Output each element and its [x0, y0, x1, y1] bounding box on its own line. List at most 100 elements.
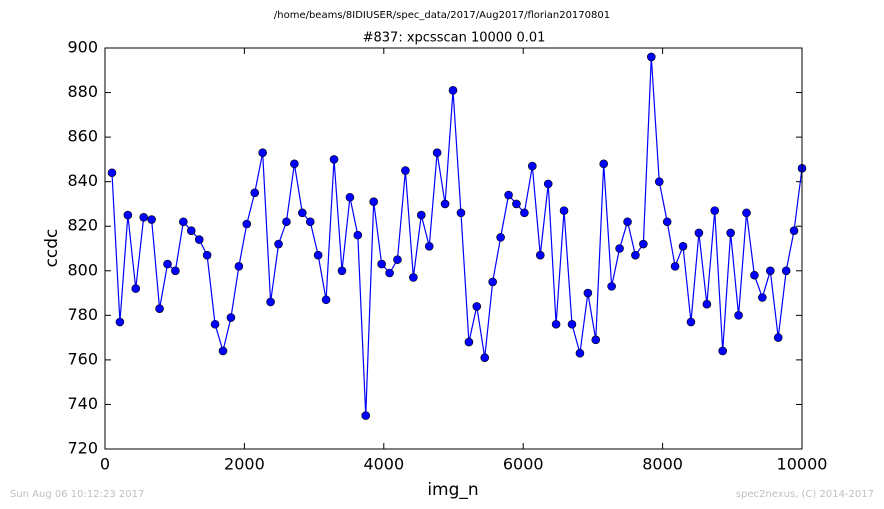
data-point	[123, 210, 133, 220]
data-point	[218, 346, 228, 356]
y-tick-label: 800	[67, 260, 98, 279]
footer-right: spec2nexus, (C) 2014-2017	[736, 489, 874, 500]
data-point	[147, 215, 156, 224]
data-point	[702, 299, 712, 309]
data-point	[678, 241, 688, 251]
data-point	[567, 319, 577, 329]
x-tick-label: 0	[100, 455, 110, 474]
data-point	[377, 259, 386, 269]
data-point	[781, 266, 791, 276]
data-point	[488, 277, 497, 287]
data-point	[226, 313, 236, 322]
data-point	[194, 235, 204, 244]
data-point	[258, 148, 267, 158]
data-point	[107, 168, 117, 178]
y-tick-label: 720	[67, 439, 98, 458]
data-point	[599, 159, 609, 169]
data-point	[551, 319, 561, 329]
data-point	[742, 208, 751, 218]
y-tick-label: 860	[67, 127, 98, 146]
data-point	[361, 411, 371, 420]
y-axis-label: ccdc	[42, 229, 62, 268]
data-point	[305, 217, 315, 227]
data-point	[631, 250, 640, 260]
x-tick-label: 10000	[777, 455, 828, 474]
data-point	[409, 273, 418, 282]
data-point	[734, 311, 743, 320]
data-point	[131, 284, 141, 293]
data-point	[139, 213, 148, 222]
y-tick-label: 840	[67, 171, 98, 190]
data-point	[535, 250, 545, 260]
x-tick-label: 8000	[642, 455, 683, 474]
data-point	[512, 199, 521, 209]
data-point	[282, 217, 291, 227]
data-point	[520, 208, 529, 218]
data-point	[242, 219, 252, 229]
suptitle: /home/beams/8IDIUSER/spec_data/2017/Aug2…	[274, 10, 610, 21]
data-point	[559, 206, 569, 215]
data-point	[345, 192, 355, 202]
data-point	[321, 295, 331, 305]
data-point	[250, 188, 260, 198]
data-point	[369, 197, 378, 207]
data-point	[615, 244, 624, 253]
data-point	[607, 282, 616, 291]
y-tick-label: 900	[67, 38, 98, 57]
data-point	[647, 52, 656, 62]
data-point	[210, 319, 220, 329]
data-point	[353, 230, 363, 240]
chart-title: #837: xpcsscan 10000 0.01	[363, 31, 546, 46]
data-point	[393, 255, 402, 264]
data-point	[298, 208, 307, 218]
data-point	[670, 262, 680, 271]
data-point	[163, 259, 172, 269]
data-point	[750, 270, 759, 280]
data-point	[424, 241, 434, 251]
data-point	[504, 190, 513, 200]
data-point	[234, 262, 244, 271]
data-point	[448, 86, 458, 95]
data-point	[758, 293, 767, 302]
data-point	[274, 239, 283, 249]
x-tick-label: 2000	[224, 455, 265, 474]
x-axis-label: img_n	[427, 480, 478, 500]
x-tick-label: 4000	[363, 455, 404, 474]
data-point	[464, 337, 474, 347]
y-tick-label: 740	[67, 394, 98, 413]
data-point	[726, 228, 735, 238]
data-point	[710, 206, 720, 215]
data-point	[528, 161, 537, 171]
plot-frame	[104, 47, 803, 450]
data-point	[654, 177, 664, 186]
data-point	[789, 226, 799, 235]
data-point	[496, 233, 505, 242]
y-tick-label: 780	[67, 305, 98, 324]
data-point	[186, 226, 196, 235]
data-point	[773, 333, 783, 342]
y-tick-label: 760	[67, 349, 98, 368]
data-point	[290, 159, 299, 169]
data-point	[266, 297, 275, 307]
data-point	[155, 304, 164, 313]
data-point	[440, 199, 450, 209]
data-point	[480, 353, 490, 362]
data-point	[472, 302, 482, 311]
footer-left: Sun Aug 06 10:12:23 2017	[10, 489, 144, 500]
data-point	[337, 266, 347, 276]
data-point	[694, 228, 704, 238]
data-point	[401, 166, 410, 175]
data-point	[329, 155, 339, 164]
x-tick-label: 6000	[503, 455, 544, 474]
data-point	[765, 266, 775, 276]
data-point	[385, 268, 394, 278]
data-point	[686, 317, 696, 327]
data-point	[583, 288, 593, 298]
data-point	[456, 208, 466, 218]
data-point	[662, 217, 672, 227]
data-point	[416, 210, 426, 220]
data-point	[575, 348, 585, 358]
data-point	[115, 317, 125, 327]
